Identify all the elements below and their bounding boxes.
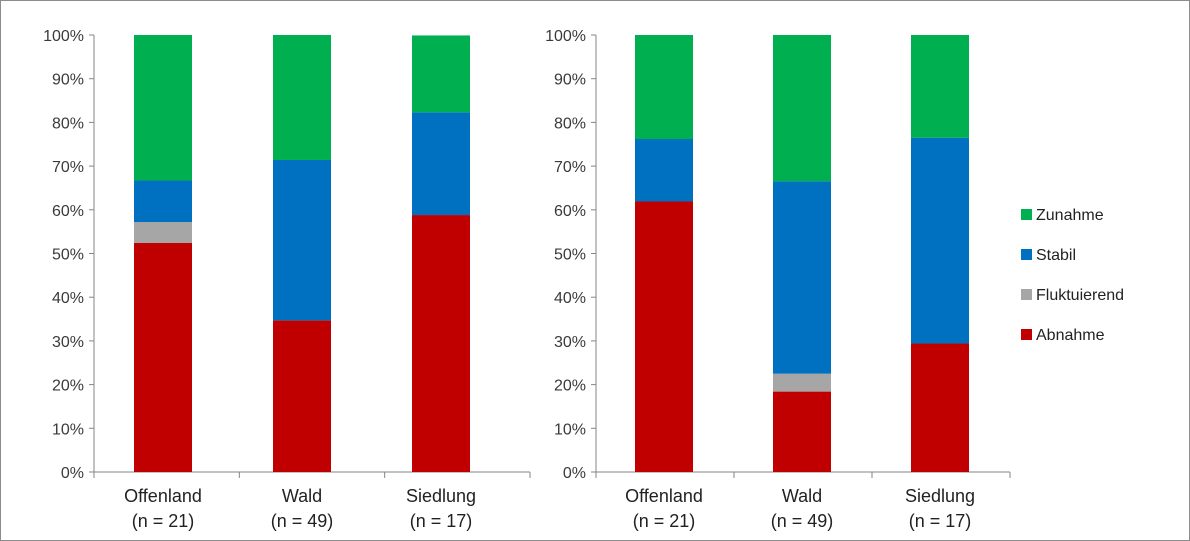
right-bar-fluktuierend-1 xyxy=(773,373,831,392)
chart-left: 0% 10% 20% 30% 40% 50% 60% 70% 80% 90% 100% Offenla… xyxy=(43,28,531,531)
right-category-label: Wald xyxy=(782,486,822,506)
legend-swatch-fluktuierend xyxy=(1021,289,1032,300)
right-category-label: (n = 17) xyxy=(909,511,972,531)
right-category-label: Siedlung xyxy=(905,486,975,506)
legend-label-fluktuierend: Fluktuierend xyxy=(1036,287,1124,304)
left-bar-zunahme-2 xyxy=(412,35,470,113)
legend-label-abnahme: Abnahme xyxy=(1036,327,1105,344)
right-y-tick-label: 90% xyxy=(554,72,586,89)
left-category-label: (n = 21) xyxy=(132,511,195,531)
left-bar-stabil-1 xyxy=(273,159,331,321)
left-y-tick-label: 50% xyxy=(52,247,84,264)
right-y-tick-label: 40% xyxy=(554,290,586,307)
right-bar-abnahme-0 xyxy=(635,201,693,472)
chart-right: 0% 10% 20% 30% 40% 50% 60% 70% 80% 90% 100% Offenla… xyxy=(545,28,1011,531)
right-y-tick-label: 50% xyxy=(554,247,586,264)
left-bar-zunahme-0 xyxy=(134,35,192,181)
right-bar-stabil-2 xyxy=(911,137,969,344)
right-y-tick-label: 10% xyxy=(554,421,586,438)
left-bar-abnahme-0 xyxy=(134,243,192,472)
right-y-tick-label: 100% xyxy=(545,28,586,45)
legend-label-zunahme: Zunahme xyxy=(1036,207,1104,224)
left-y-tick-label: 40% xyxy=(52,290,84,307)
right-y-tick-label: 20% xyxy=(554,378,586,395)
right-category-label: Offenland xyxy=(625,486,703,506)
left-y-tick-label: 60% xyxy=(52,203,84,220)
left-bar-stabil-2 xyxy=(412,112,470,216)
legend-swatch-stabil xyxy=(1021,249,1032,260)
left-category-label: Siedlung xyxy=(406,486,476,506)
right-y-tick-label: 0% xyxy=(563,465,586,482)
right-y-tick-label: 70% xyxy=(554,159,586,176)
left-y-tick-label: 20% xyxy=(52,378,84,395)
right-y-tick-label: 80% xyxy=(554,115,586,132)
right-bar-abnahme-1 xyxy=(773,391,831,472)
left-category-label: Wald xyxy=(282,486,322,506)
left-category-label: (n = 17) xyxy=(410,511,473,531)
legend-swatch-zunahme xyxy=(1021,209,1032,220)
left-y-tick-label: 100% xyxy=(43,28,84,45)
right-category-label: (n = 21) xyxy=(633,511,696,531)
legend-label-stabil: Stabil xyxy=(1036,247,1076,264)
left-y-tick-label: 70% xyxy=(52,159,84,176)
right-bar-zunahme-0 xyxy=(635,35,693,140)
right-category-label: (n = 49) xyxy=(771,511,834,531)
left-y-tick-label: 90% xyxy=(52,72,84,89)
right-bar-stabil-0 xyxy=(635,139,693,202)
right-bar-abnahme-2 xyxy=(911,343,969,472)
left-category-label: Offenland xyxy=(124,486,202,506)
left-bar-zunahme-1 xyxy=(273,35,331,160)
right-y-tick-label: 60% xyxy=(554,203,586,220)
right-bar-stabil-1 xyxy=(773,181,831,374)
left-y-tick-label: 10% xyxy=(52,421,84,438)
left-bar-abnahme-1 xyxy=(273,320,331,472)
legend: Zunahme Stabil Fluktuierend Abnahme xyxy=(1021,207,1124,344)
left-bar-stabil-0 xyxy=(134,180,192,223)
right-bar-zunahme-2 xyxy=(911,35,969,138)
right-y-tick-label: 30% xyxy=(554,334,586,351)
left-y-tick-label: 80% xyxy=(52,115,84,132)
left-y-tick-label: 0% xyxy=(61,465,84,482)
left-bar-fluktuierend-0 xyxy=(134,222,192,244)
left-bar-abnahme-2 xyxy=(412,215,470,472)
left-category-label: (n = 49) xyxy=(271,511,334,531)
legend-swatch-abnahme xyxy=(1021,329,1032,340)
right-bar-zunahme-1 xyxy=(773,35,831,182)
left-y-tick-label: 30% xyxy=(52,334,84,351)
